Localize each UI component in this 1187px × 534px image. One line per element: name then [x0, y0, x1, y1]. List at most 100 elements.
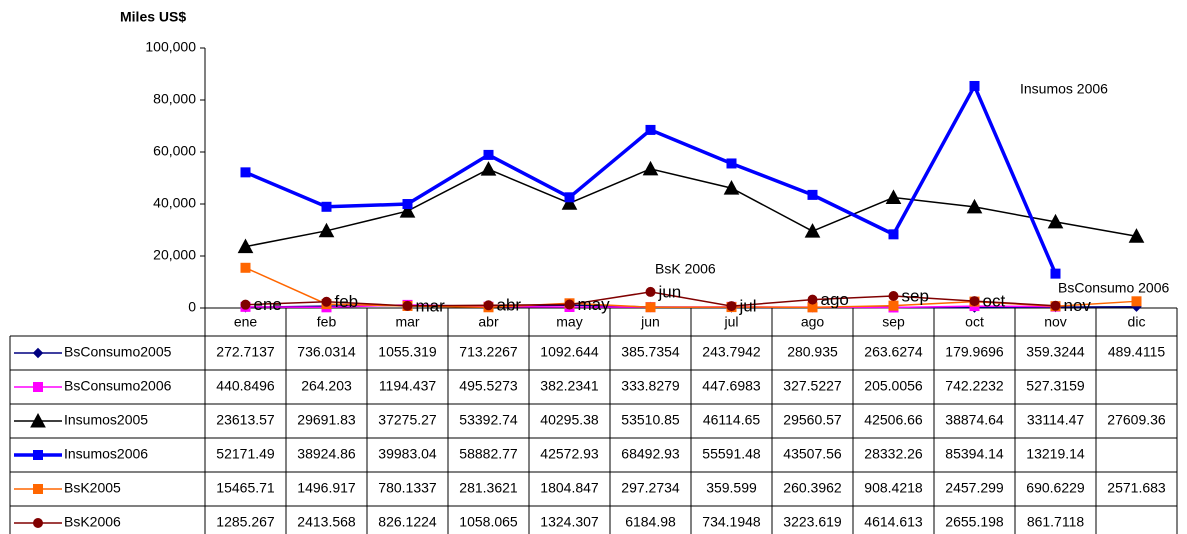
marker [32, 347, 44, 359]
series-line [245, 168, 1137, 248]
marker [321, 296, 332, 307]
marker [1128, 228, 1145, 243]
x-tick-label: sep [882, 314, 905, 330]
table-value: 826.1224 [378, 514, 437, 530]
table-value: 281.3621 [459, 480, 518, 496]
table-value: 780.1337 [378, 480, 437, 496]
table-value: 3223.619 [783, 514, 842, 530]
x-tick-label: ago [801, 314, 825, 330]
table-value: 29560.57 [783, 412, 842, 428]
table-value: 42506.66 [864, 412, 923, 428]
marker [318, 222, 335, 238]
table-value: 385.7354 [621, 344, 680, 360]
table-value: 23613.57 [216, 412, 275, 428]
table-value: 908.4218 [864, 480, 923, 496]
table-value: 2457.299 [945, 480, 1004, 496]
table-value: 38874.64 [945, 412, 1004, 428]
marker [33, 450, 43, 460]
y-tick-label: 60,000 [153, 143, 196, 159]
table-value: 15465.71 [216, 480, 275, 496]
marker [30, 412, 46, 428]
marker [807, 294, 818, 305]
marker [483, 149, 494, 160]
y-tick-label: 0 [188, 299, 196, 315]
x-tick-label: abr [478, 314, 499, 330]
marker [402, 199, 413, 210]
table-value: 1194.437 [379, 378, 437, 394]
point-label: jun [658, 282, 682, 301]
table-value: 359.599 [706, 480, 757, 496]
table-value: 2413.568 [297, 514, 356, 530]
annotation: BsK 2006 [655, 261, 716, 277]
marker [33, 484, 43, 494]
table-value: 260.3962 [783, 480, 842, 496]
point-label: mar [416, 296, 446, 315]
table-value: 243.7942 [702, 344, 761, 360]
table-value: 272.7137 [216, 344, 275, 360]
marker [642, 160, 659, 176]
table-value: 713.2267 [459, 344, 518, 360]
point-label: abr [497, 296, 522, 315]
table-value: 37275.27 [378, 412, 437, 428]
y-tick-label: 20,000 [153, 247, 196, 263]
table-value: 734.1948 [702, 514, 761, 530]
point-label: feb [335, 292, 359, 311]
table-value: 280.935 [787, 344, 838, 360]
table-value: 29691.83 [297, 412, 356, 428]
table-value: 1496.917 [297, 480, 356, 496]
marker [804, 223, 821, 238]
marker [645, 124, 656, 135]
marker [33, 382, 43, 392]
table-value: 327.5227 [783, 378, 842, 394]
marker [321, 201, 332, 212]
table-value: 85394.14 [945, 446, 1004, 462]
point-label: sep [902, 286, 929, 305]
table-value: 263.6274 [864, 344, 923, 360]
point-label: nov [1064, 296, 1092, 315]
table-value: 1804.847 [540, 480, 599, 496]
marker [645, 286, 656, 297]
table-value: 447.6983 [702, 378, 761, 394]
table-value: 297.2734 [621, 480, 680, 496]
table-value: 52171.49 [216, 446, 275, 462]
table-value: 1092.644 [540, 344, 599, 360]
marker [1050, 300, 1061, 311]
annotation: BsConsumo 2006 [1058, 280, 1170, 296]
table-value: 489.4115 [1108, 344, 1166, 360]
marker [399, 203, 416, 218]
table-value: 205.0056 [864, 378, 923, 394]
table-value: 27609.36 [1107, 412, 1166, 428]
marker [240, 167, 251, 178]
y-axis-title: Miles US$ [120, 9, 186, 25]
series-line [244, 81, 1058, 275]
table-value: 53510.85 [621, 412, 680, 428]
marker [564, 299, 575, 310]
marker [1050, 268, 1061, 279]
table-value: 43507.56 [783, 446, 842, 462]
marker [723, 180, 740, 195]
legend-label: BsConsumo2006 [64, 378, 172, 394]
table-value: 1285.267 [216, 514, 275, 530]
y-tick-label: 80,000 [153, 91, 196, 107]
table-value: 33114.47 [1027, 412, 1085, 428]
table-value: 1324.307 [540, 514, 599, 530]
y-tick-label: 100,000 [145, 39, 196, 55]
marker [402, 300, 413, 311]
x-tick-label: nov [1044, 314, 1067, 330]
marker [726, 301, 737, 312]
table-value: 13219.14 [1026, 446, 1085, 462]
table-value: 1058.065 [459, 514, 518, 530]
marker [33, 518, 43, 528]
x-tick-label: feb [317, 314, 337, 330]
x-tick-label: oct [965, 314, 984, 330]
marker [969, 80, 980, 91]
point-label: may [578, 295, 611, 314]
marker [480, 161, 497, 176]
table-value: 2655.198 [945, 514, 1004, 530]
table-value: 382.2341 [540, 378, 599, 394]
table-value: 39983.04 [378, 446, 437, 462]
table-value: 495.5273 [459, 378, 518, 394]
marker [966, 198, 983, 214]
marker [888, 300, 899, 311]
table-value: 861.7118 [1027, 514, 1085, 530]
